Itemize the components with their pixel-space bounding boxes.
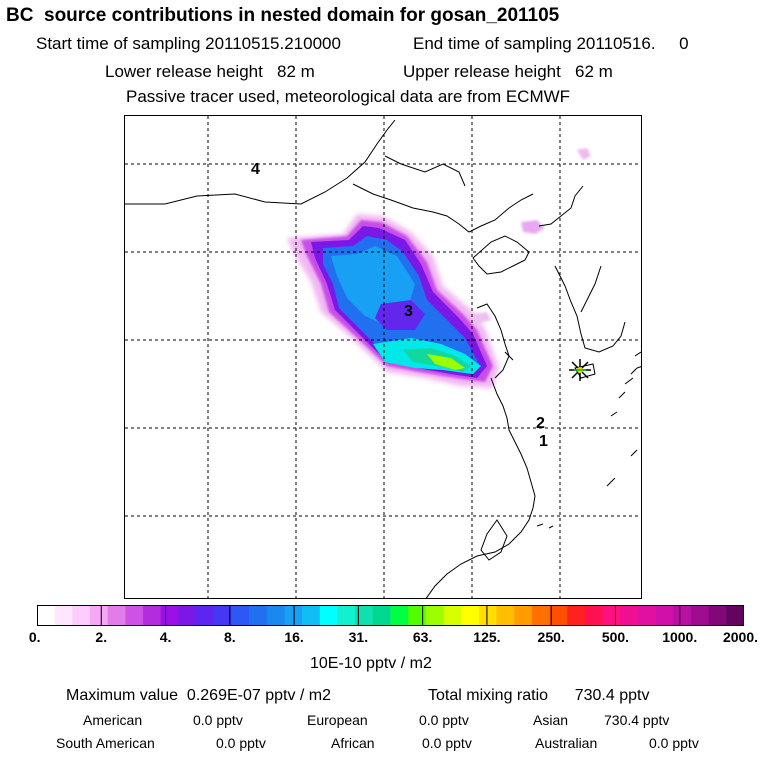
- colorbar: [37, 605, 745, 626]
- region-label-2: 2: [536, 415, 545, 432]
- colorbar-swatch: [266, 605, 285, 626]
- plume-korea-patch: [577, 148, 591, 160]
- region-value-european: 0.0 pptv: [419, 712, 469, 728]
- colorbar-swatch: [602, 605, 621, 626]
- colorbar-swatch: [372, 605, 391, 626]
- colorbar-swatch: [478, 605, 497, 626]
- colorbar-tick-label: 2000.: [722, 629, 759, 645]
- map-canvas: 4 3 2 1: [125, 116, 641, 598]
- region-name-european: European: [307, 712, 368, 728]
- colorbar-swatch: [690, 605, 710, 626]
- colorbar-swatch: [125, 605, 144, 626]
- region-name-african: African: [331, 735, 375, 751]
- colorbar-tick-label: 16.: [284, 629, 304, 645]
- region-name-american: American: [83, 712, 143, 728]
- colorbar-swatch: [72, 605, 91, 626]
- lower-release-height: Lower release height 82 m: [105, 62, 315, 81]
- colorbar-swatch: [54, 605, 73, 626]
- colorbar-tick-label: 500.: [601, 629, 630, 645]
- coastlines: [125, 119, 641, 598]
- region-value-australian: 0.0 pptv: [649, 735, 699, 751]
- colorbar-swatch: [549, 605, 568, 626]
- colorbar-swatch: [726, 605, 745, 626]
- colorbar-swatch: [514, 605, 533, 626]
- plume-yellowgreen: [427, 354, 465, 370]
- colorbar-tick-label: 250.: [537, 629, 565, 645]
- colorbar-swatch: [231, 605, 250, 626]
- colorbar-swatch: [213, 605, 232, 626]
- colorbar-swatch: [496, 605, 515, 626]
- colorbar-swatch: [249, 605, 268, 626]
- colorbar-tick-label: 1000.: [662, 629, 698, 645]
- region-value-asian: 730.4 pptv: [604, 712, 670, 728]
- colorbar-tick-label: 8.: [223, 629, 236, 645]
- region-name-asian: Asian: [533, 712, 569, 728]
- colorbar-tick-label: 0.: [28, 629, 41, 645]
- maximum-value: Maximum value 0.269E-07 pptv / m2: [66, 687, 332, 704]
- region-value-south-american: 0.0 pptv: [216, 735, 266, 751]
- colorbar-swatch: [531, 605, 550, 626]
- colorbar-swatch: [319, 605, 338, 626]
- colorbar-swatch: [425, 605, 444, 626]
- plume-sd-patch: [471, 312, 491, 324]
- colorbar-swatch: [337, 605, 356, 626]
- colorbar-swatch: [708, 605, 727, 626]
- colorbar-swatch: [620, 605, 639, 626]
- region-value-american: 0.0 pptv: [193, 712, 243, 728]
- colorbar-tick-label: 31.: [348, 629, 369, 645]
- colorbar-swatch: [408, 605, 427, 626]
- colorbar-swatch: [567, 605, 586, 626]
- concentration-plume: [287, 148, 591, 388]
- star-icon: [569, 359, 591, 381]
- colorbar-border: [37, 605, 744, 626]
- colorbar-swatch: [584, 605, 603, 626]
- colorbar-swatch: [37, 605, 56, 626]
- colorbar-swatch: [655, 605, 674, 626]
- colorbar-swatch: [390, 605, 409, 626]
- colorbar-tick-label: 125.: [473, 629, 501, 645]
- region-name-australian: Australian: [535, 735, 598, 751]
- start-time-label: Start time of sampling 20110515.210000: [36, 34, 341, 53]
- colorbar-swatch: [355, 605, 374, 626]
- colorbar-swatch: [461, 605, 480, 626]
- colorbar-swatch: [107, 605, 126, 626]
- colorbar-swatch: [196, 605, 215, 626]
- figure-title: BC source contributions in nested domain…: [6, 5, 560, 26]
- plume-north-patch: [521, 220, 545, 234]
- colorbar-units: 10E-10 pptv / m2: [310, 655, 432, 672]
- plume-purple-core: [375, 300, 425, 330]
- colorbar-tick-labels: 0. 2. 4. 8. 16. 31. 63. 125. 250. 500. 1000. 2000.: [0, 629, 768, 649]
- region-value-african: 0.0 pptv: [422, 735, 472, 751]
- colorbar-swatch: [160, 605, 179, 626]
- end-time-label: End time of sampling 20110516. 0: [413, 34, 689, 53]
- region-name-south-american: South American: [56, 735, 155, 751]
- colorbar-swatch: [673, 605, 692, 626]
- colorbar-tick-label: 4.: [159, 629, 172, 645]
- total-mixing-ratio: Total mixing ratio 730.4 pptv: [428, 687, 650, 704]
- colorbar-swatch: [443, 605, 462, 626]
- upper-release-height: Upper release height 62 m: [403, 62, 613, 81]
- colorbar-swatches: [37, 605, 745, 626]
- colorbar-swatch: [302, 605, 321, 626]
- colorbar-swatch: [178, 605, 197, 626]
- colorbar-tick-label: 2.: [95, 629, 108, 645]
- tracer-note: Passive tracer used, meteorological data…: [126, 87, 571, 106]
- map-panel: 4 3 2 1: [124, 115, 642, 599]
- region-label-1: 1: [539, 433, 548, 450]
- region-label-3: 3: [404, 303, 413, 320]
- colorbar-swatch: [143, 605, 162, 626]
- colorbar-swatch: [637, 605, 657, 626]
- grid-lines: [125, 116, 641, 598]
- colorbar-swatch: [90, 605, 109, 626]
- region-label-4: 4: [251, 161, 260, 178]
- colorbar-tick-label: 63.: [412, 629, 433, 645]
- colorbar-swatch: [284, 605, 303, 626]
